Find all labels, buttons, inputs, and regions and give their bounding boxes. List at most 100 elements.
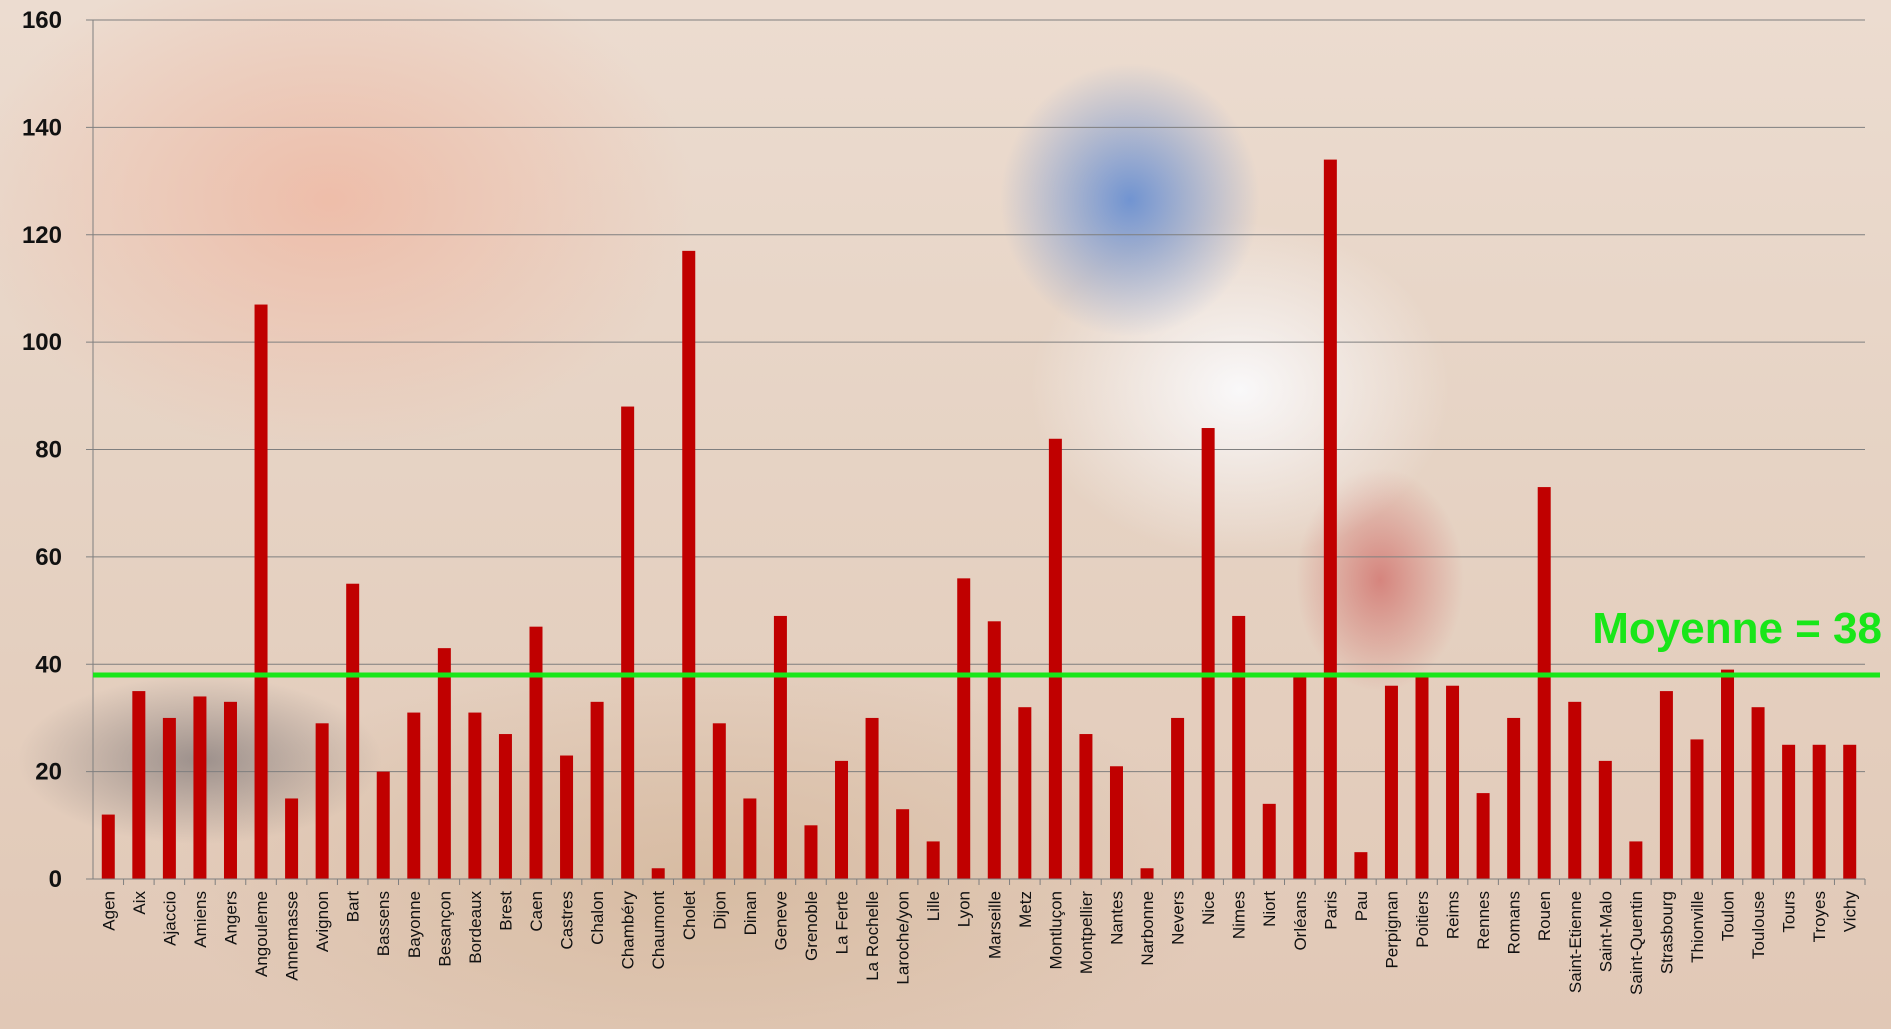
bar (1048, 438, 1062, 879)
average-label: Moyenne = 38 (1592, 604, 1882, 653)
bar (1659, 691, 1673, 879)
bar (1629, 841, 1643, 879)
y-axis: 0 20 40 60 80 100 120 140 160 (22, 7, 94, 893)
x-tick-label: Poitiers (1413, 891, 1432, 948)
x-tick-label: Brest (496, 891, 515, 931)
x-tick-label: Lille (924, 891, 943, 921)
bar (1690, 739, 1704, 879)
bar (1568, 701, 1582, 879)
average-annotation: Moyenne = 38 (93, 604, 1882, 678)
x-tick-label: Toulon (1719, 891, 1738, 941)
x-tick-label: Pau (1352, 891, 1371, 921)
x-tick-label: Chaumont (649, 891, 668, 970)
bar (712, 723, 726, 879)
x-tick-label: Geneve (771, 891, 790, 951)
x-tick-label: Perpignan (1382, 891, 1401, 969)
x-tick-label: Chalon (588, 891, 607, 945)
bar (1323, 159, 1337, 879)
bar (1201, 428, 1215, 879)
x-tick-label: Orléans (1291, 891, 1310, 951)
x-tick-label: Paris (1321, 891, 1340, 930)
bar (926, 841, 940, 879)
bar (1782, 744, 1796, 879)
bar (254, 304, 268, 879)
x-tick-label: Grenoble (802, 891, 821, 961)
bar (651, 868, 665, 879)
bar (223, 701, 237, 879)
x-tick-label: Amiens (191, 891, 210, 948)
y-tick-label: 160 (22, 7, 62, 34)
bar (1537, 487, 1551, 879)
x-tick-label: Niort (1260, 891, 1279, 927)
x-tick-label: Bayonne (405, 891, 424, 958)
x-tick-label: Montpellier (1077, 891, 1096, 974)
bar (468, 712, 482, 879)
y-tick-label: 20 (35, 759, 62, 786)
bar (346, 583, 360, 879)
bar (1415, 674, 1429, 879)
x-tick-label: Thionville (1688, 891, 1707, 963)
x-tick-label: Saint-Quentin (1627, 891, 1646, 995)
x-tick-label: Castres (558, 891, 577, 950)
bar (1384, 685, 1398, 879)
bar (1171, 717, 1185, 879)
x-tick-label: Troyes (1810, 891, 1829, 942)
y-tick-label: 100 (22, 329, 62, 356)
x-tick-label: Bassens (374, 891, 393, 956)
x-tick-label: Dinan (741, 891, 760, 935)
x-tick-label: Metz (1016, 891, 1035, 928)
y-tick-label: 60 (35, 544, 62, 571)
bar (987, 621, 1001, 879)
x-tick-label: Nice (1199, 891, 1218, 925)
bar (773, 615, 787, 879)
x-tick-label: Chambéry (619, 891, 638, 970)
x-tick-label: Saint-Etienne (1566, 891, 1585, 993)
bar (1843, 744, 1857, 879)
x-tick-label: Nevers (1169, 891, 1188, 945)
bar (498, 734, 512, 879)
bar (1140, 868, 1154, 879)
bar (437, 648, 451, 879)
bar (1598, 760, 1612, 879)
x-tick-label: Agen (99, 891, 118, 931)
x-tick-label: Bart (344, 891, 363, 922)
x-tick-label: Montluçon (1046, 891, 1065, 969)
bar (285, 798, 299, 879)
x-tick-label: Toulouse (1749, 891, 1768, 959)
x-tick-label: Rouen (1535, 891, 1554, 941)
y-tick-label: 0 (49, 866, 62, 893)
x-tick-label: Reims (1444, 891, 1463, 939)
bar (1262, 803, 1276, 879)
bar (1018, 707, 1032, 879)
x-tick-label: La Rochelle (863, 891, 882, 981)
bar (957, 578, 971, 879)
bar (101, 814, 115, 879)
bar (407, 712, 421, 879)
x-tick-label: Narbonne (1138, 891, 1157, 966)
bar (315, 723, 329, 879)
bar (193, 696, 207, 879)
bar (1812, 744, 1826, 879)
bar (682, 250, 696, 879)
bar (621, 406, 635, 879)
x-tick-label: Saint-Malo (1596, 891, 1615, 972)
bar (1109, 766, 1123, 879)
x-tick-label: Aix (130, 891, 149, 915)
bar (1079, 734, 1093, 879)
x-tick-label: Avignon (313, 891, 332, 952)
bar (1354, 852, 1368, 879)
bar (1476, 793, 1490, 879)
bar (1446, 685, 1460, 879)
x-tick-label: Annemasse (283, 891, 302, 981)
x-tick-label: Caen (527, 891, 546, 932)
bar (743, 798, 757, 879)
x-tick-label: Angouleme (252, 891, 271, 977)
bar (1507, 717, 1521, 879)
bar (560, 755, 574, 879)
x-tick-label: Laroche/yon (894, 891, 913, 985)
bar (590, 701, 604, 879)
bars (101, 159, 1857, 879)
y-tick-label: 140 (22, 114, 62, 141)
x-tick-label: Marseille (985, 891, 1004, 959)
bar (835, 760, 849, 879)
